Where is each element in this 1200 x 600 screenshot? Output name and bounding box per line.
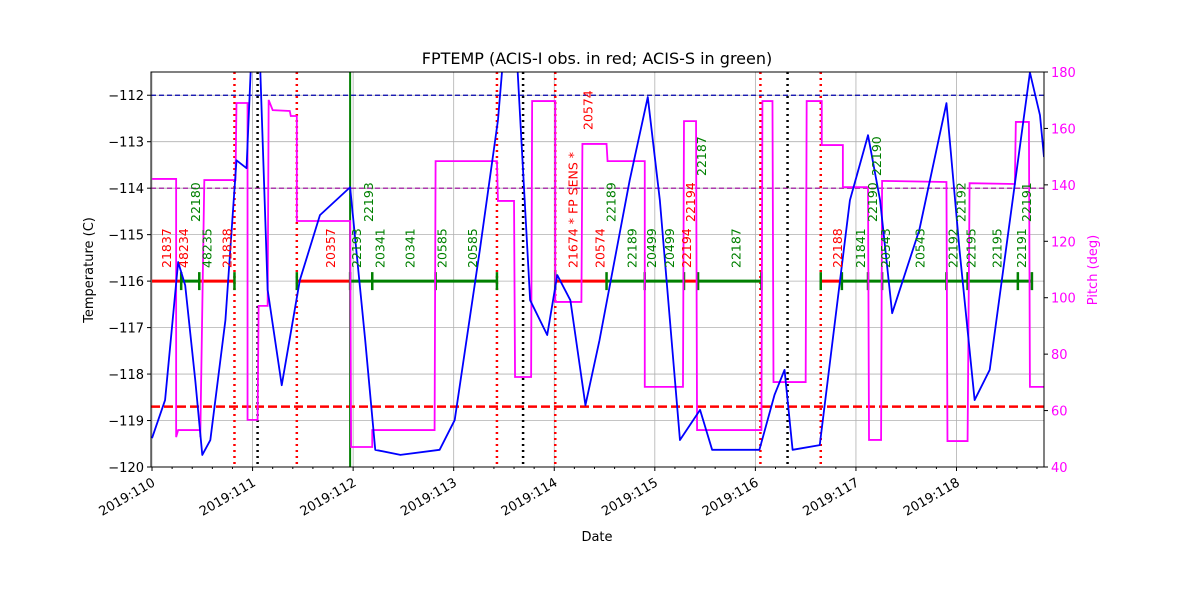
obs-labels: 21837 48234 22180 48235 21838 20357 22193 22193… (159, 90, 1034, 268)
obs-label: 20585 (465, 228, 480, 268)
obs-label: 48235 (199, 228, 214, 268)
y-tick-label: −119 (108, 415, 144, 430)
y-tick-label: −115 (108, 229, 144, 244)
chart-title: FPTEMP (ACIS-I obs. in red; ACIS-S in gr… (422, 49, 772, 68)
obs-label: 21674 * FP SENS * (565, 152, 580, 268)
obs-label: 22193 (361, 182, 376, 222)
temperature-line (151, 72, 1044, 456)
obs-label: 22189 (625, 228, 640, 268)
y2-tick-label: 40 (1051, 461, 1068, 476)
y2-tick-label: 100 (1051, 292, 1076, 307)
y-tick-label: −116 (108, 275, 144, 290)
y-tick-label: −113 (108, 136, 144, 151)
y2-tick-label: 120 (1051, 235, 1076, 250)
pitch-line (152, 99, 1044, 448)
y-tick-label: −117 (108, 322, 144, 337)
obs-label: 22192 (954, 182, 969, 222)
plot-frame (150, 71, 1045, 468)
obs-label: 20499 (644, 228, 659, 268)
obs-label: 22191 (1019, 182, 1034, 222)
obs-label: 22193 (349, 228, 364, 268)
y-tick-label: −120 (108, 461, 144, 476)
obs-label: 20543 (912, 228, 927, 268)
y2-tick-label: 60 (1051, 405, 1068, 420)
obs-label: 22187 (728, 228, 743, 268)
y2-tick-label: 180 (1051, 66, 1076, 81)
obs-label: 20574 (593, 228, 608, 268)
obs-label: 22188 (830, 228, 845, 268)
y2-tick-label: 160 (1051, 122, 1076, 137)
obs-label: 22191 (1014, 228, 1029, 268)
y-tick-label: −112 (108, 89, 144, 104)
obs-label: 22190 (869, 136, 884, 176)
obs-label: 48234 (176, 228, 191, 268)
y-tick-label: −114 (108, 182, 144, 197)
obs-label: 22192 (945, 228, 960, 268)
obs-label: 20357 (323, 228, 338, 268)
x-axis-label: Date (581, 530, 612, 545)
obs-label: 20341 (402, 228, 417, 268)
y-tick-label: −118 (108, 368, 144, 383)
obs-label: 22180 (188, 182, 203, 222)
obs-label: 22194 (679, 228, 694, 268)
obs-label: 20585 (435, 228, 450, 268)
plot-area (151, 72, 1044, 467)
obs-label: 22195 (990, 228, 1005, 268)
obs-label: 21837 (159, 228, 174, 268)
obs-label: 20574 (580, 90, 595, 130)
obs-label: 21841 (853, 228, 868, 268)
y2-tick-label: 80 (1051, 348, 1068, 363)
obs-label: 22194 (683, 182, 698, 222)
obs-label: 21838 (219, 228, 234, 268)
obs-label: 22190 (865, 182, 880, 222)
y2-axis-label: Pitch (deg) (1086, 235, 1101, 305)
obs-label: 20543 (878, 228, 893, 268)
obs-label: 22189 (604, 182, 619, 222)
obs-label: 20341 (372, 228, 387, 268)
obs-label: 22187 (694, 136, 709, 176)
y2-tick-label: 140 (1051, 179, 1076, 194)
y-axis-label: Temperature (C) (82, 217, 97, 324)
obs-label: 20499 (662, 228, 677, 268)
obs-label: 22195 (964, 228, 979, 268)
